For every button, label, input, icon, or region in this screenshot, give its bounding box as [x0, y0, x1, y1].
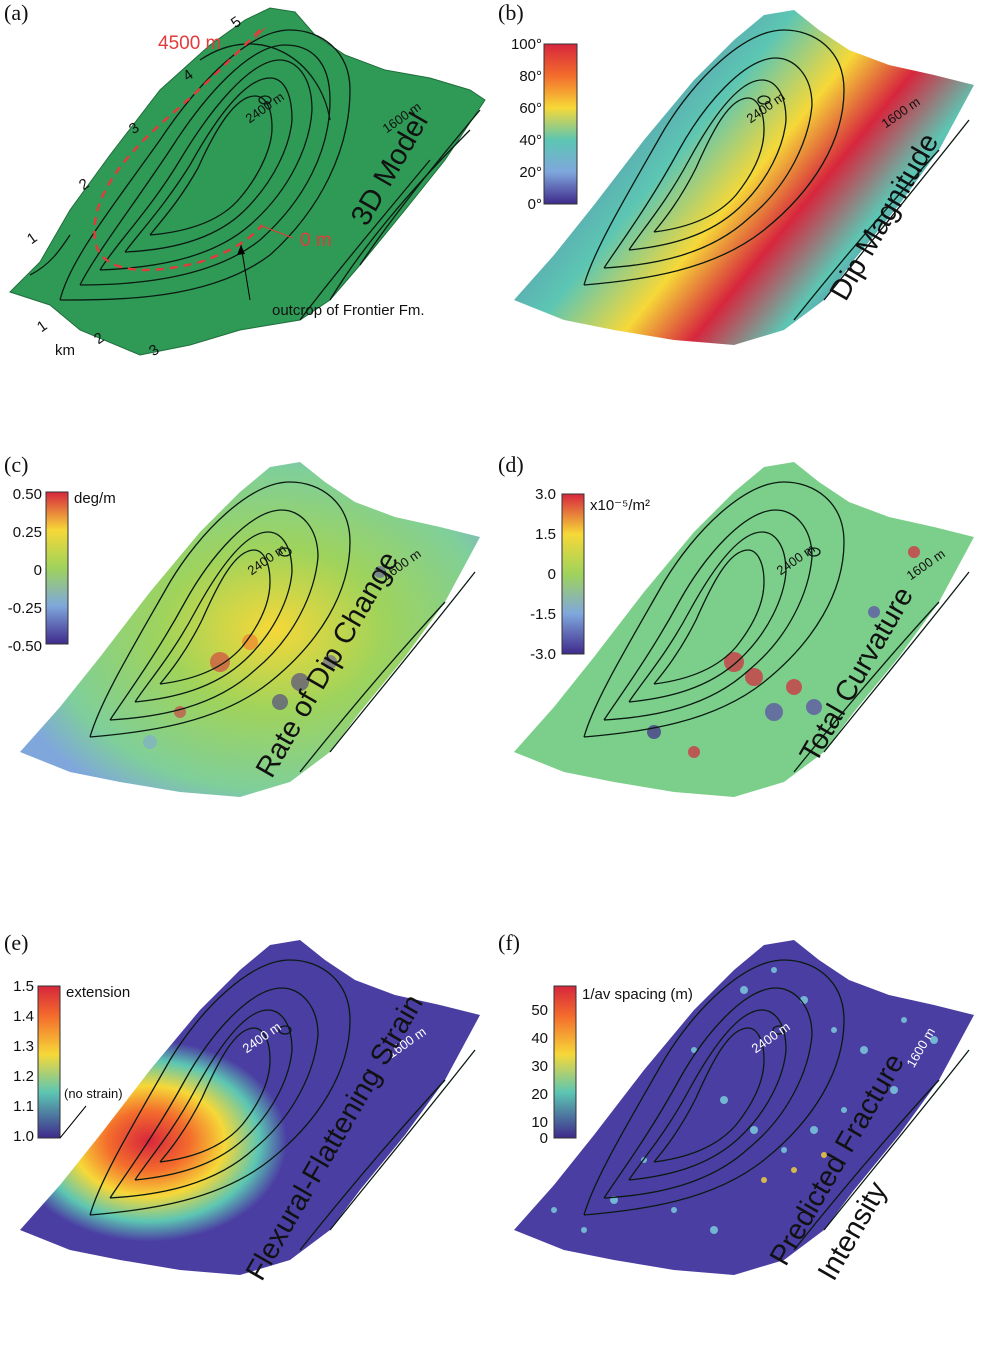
- panel-label: (a): [4, 0, 29, 25]
- colorbar: [37, 985, 61, 1139]
- colorbar-note: (no strain): [64, 1086, 123, 1101]
- contour-lines: [583, 959, 970, 1251]
- surface-shape: [514, 462, 974, 797]
- panel-label: (e): [4, 930, 29, 955]
- colorbar-tick-10: 1.0: [13, 1128, 34, 1145]
- colorbar-tick-10: 10: [531, 1114, 548, 1131]
- colorbar: [553, 985, 577, 1139]
- panel-d-surface: [514, 462, 974, 797]
- fracture-dots: [551, 967, 938, 1234]
- panel-b-surface: [514, 10, 974, 345]
- colorbar-tick-3: 3.0: [535, 486, 556, 503]
- panel-c-surface: [20, 462, 480, 797]
- colorbar-unit: 1/av spacing (m): [582, 986, 693, 1003]
- panel-a-surface: [9, 7, 486, 356]
- annotation-top-depth: 4500 m: [158, 33, 222, 54]
- colorbar-tick-15: 1.5: [535, 526, 556, 543]
- panel-label: (c): [4, 452, 29, 477]
- panel-c-rate-of-dip-change: (c) deg/m 0.50 0.25 0 -0.25 -0.50 2400 m…: [0, 452, 494, 878]
- colorbar-unit: deg/m: [74, 490, 116, 507]
- no-strain-leader: [59, 1105, 87, 1139]
- colorbar-tick-m3: -3.0: [530, 646, 556, 663]
- colorbar-tick-40: 40°: [519, 132, 542, 149]
- contour-lines: [89, 959, 476, 1251]
- outcrop-arrowhead: [237, 245, 245, 255]
- colorbar-tick-025: 0.25: [12, 524, 42, 541]
- fracture-hotspots: [761, 1152, 827, 1183]
- colorbar-tick-0: 0: [33, 562, 42, 579]
- surface-shape: [514, 10, 974, 345]
- colorbar-tick-20: 20: [531, 1086, 548, 1103]
- colorbar: [561, 493, 585, 655]
- colorbar-unit: x10⁻⁵/m²: [590, 497, 650, 514]
- colorbar-tick-100: 100°: [510, 36, 542, 53]
- panel-label: (b): [498, 0, 524, 25]
- panel-f-surface: [514, 940, 974, 1275]
- colorbar-tick-12: 1.2: [13, 1068, 34, 1085]
- annotation-zero-depth: 0 m: [300, 230, 332, 251]
- surface-shape: [514, 940, 974, 1275]
- top-leader: [254, 27, 266, 39]
- red-dashed-outcrop: [93, 29, 263, 272]
- surface-shape: [20, 940, 480, 1275]
- colorbar-unit: extension: [66, 984, 131, 1001]
- surface-shape: [20, 462, 480, 797]
- contour-lines: [89, 481, 476, 773]
- panel-e-surface: [20, 940, 480, 1275]
- annotation-outcrop: outcrop of Frontier Fm.: [272, 302, 425, 319]
- colorbar-tick-15: 1.5: [13, 978, 34, 995]
- colorbar-tick-30: 30: [531, 1058, 548, 1075]
- panel-d-total-curvature: (d) x10⁻⁵/m² 3.0 1.5 0 -1.5 -3.0 2400 m …: [494, 452, 988, 878]
- colorbar-tick-11: 1.1: [13, 1098, 34, 1115]
- panel-a-3d-model: (a) 4500 m 0 m outcrop of Frontier Fm. k…: [0, 0, 494, 426]
- colorbar-tick-m050: -0.50: [7, 638, 42, 655]
- panel-label: (d): [498, 452, 524, 477]
- panel-e-flexural-flattening-strain: (e) extension (no strain) 1.5 1.4 1.3 1.…: [0, 930, 494, 1356]
- colorbar-tick-40: 40: [531, 1030, 548, 1047]
- contour-lines: [583, 29, 970, 321]
- colorbar: [543, 43, 578, 205]
- colorbar-tick-14: 1.4: [13, 1008, 34, 1025]
- colorbar-tick-050: 0.50: [12, 486, 42, 503]
- colorbar: [45, 491, 69, 645]
- colorbar-tick-m025: -0.25: [7, 600, 42, 617]
- colorbar-tick-0: 0°: [527, 196, 542, 213]
- colorbar-tick-80: 80°: [519, 68, 542, 85]
- panel-f-predicted-fracture-intensity: (f) 1/av spacing (m) 50 40 30 20 10 0 24…: [494, 930, 988, 1356]
- colorbar-tick-60: 60°: [519, 100, 542, 117]
- annotation-km: km: [55, 342, 75, 359]
- colorbar-tick-13: 1.3: [13, 1038, 34, 1055]
- colorbar-tick-20: 20°: [519, 164, 542, 181]
- colorbar-tick-0: 0: [539, 1130, 548, 1147]
- zero-leader: [261, 225, 294, 239]
- colorbar-tick-m15: -1.5: [530, 606, 556, 623]
- colorbar-tick-50: 50: [531, 1002, 548, 1019]
- panel-label: (f): [498, 930, 520, 955]
- panel-b-dip-magnitude: (b) 100° 80° 60° 40° 20° 0° 2400 m 1600 …: [494, 0, 988, 426]
- speckle-overlay: [143, 566, 386, 749]
- contour-lines: [29, 29, 481, 321]
- contour-lines: [583, 481, 970, 773]
- colorbar-tick-0: 0: [547, 566, 556, 583]
